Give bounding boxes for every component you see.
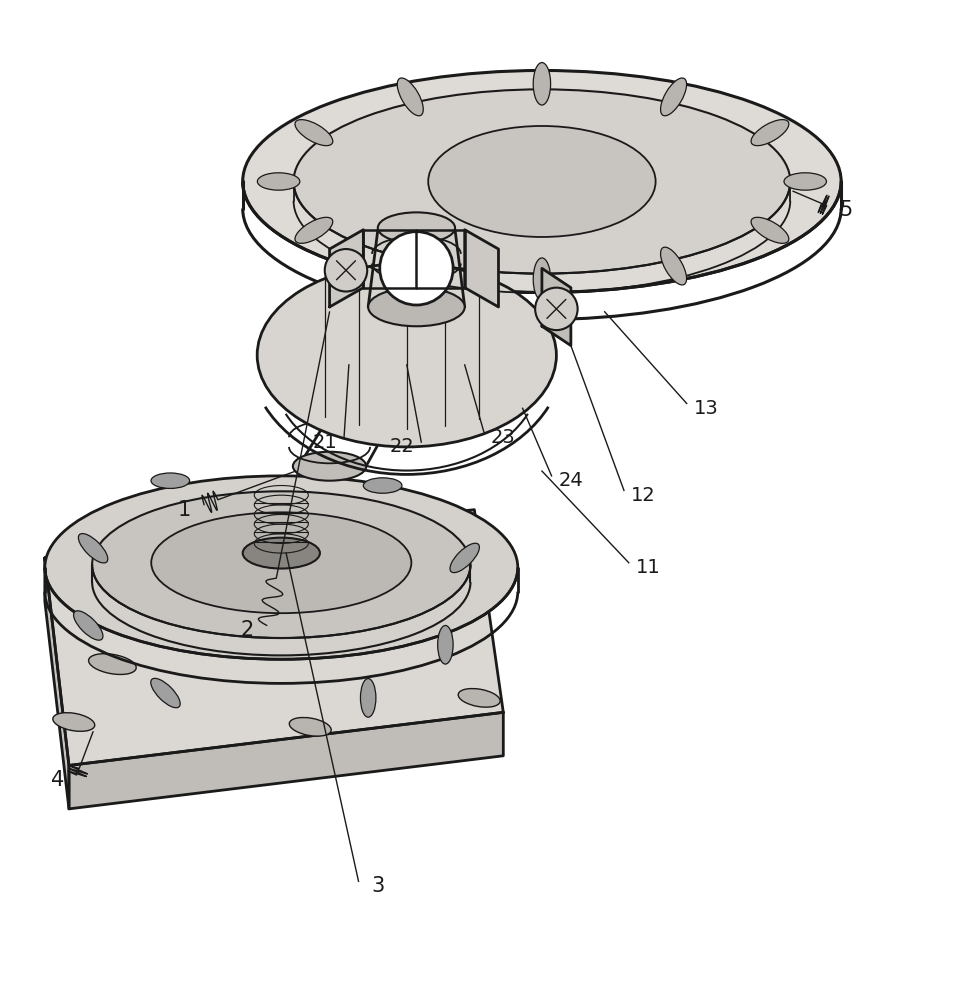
Ellipse shape: [533, 63, 551, 105]
Circle shape: [535, 288, 578, 330]
Ellipse shape: [151, 512, 411, 613]
Ellipse shape: [257, 173, 300, 190]
Polygon shape: [45, 510, 503, 765]
Ellipse shape: [243, 538, 319, 569]
Ellipse shape: [368, 288, 465, 326]
Ellipse shape: [170, 509, 218, 530]
Circle shape: [324, 249, 367, 292]
Ellipse shape: [360, 679, 376, 717]
Polygon shape: [45, 558, 69, 809]
Ellipse shape: [419, 607, 462, 625]
Ellipse shape: [344, 368, 417, 397]
Polygon shape: [542, 268, 571, 346]
Ellipse shape: [428, 126, 655, 237]
Ellipse shape: [70, 557, 117, 578]
Polygon shape: [329, 230, 363, 307]
Ellipse shape: [78, 534, 107, 563]
Text: 21: 21: [313, 433, 337, 452]
Ellipse shape: [438, 625, 453, 664]
Ellipse shape: [151, 473, 190, 488]
Circle shape: [379, 232, 453, 305]
Ellipse shape: [289, 718, 331, 736]
Ellipse shape: [257, 264, 557, 447]
Ellipse shape: [354, 509, 402, 530]
Text: 4: 4: [50, 770, 64, 790]
Polygon shape: [465, 230, 499, 307]
Ellipse shape: [92, 491, 470, 638]
Text: 13: 13: [694, 399, 718, 418]
Text: 3: 3: [371, 876, 384, 896]
Text: 23: 23: [491, 428, 516, 447]
Polygon shape: [69, 712, 503, 809]
Text: 11: 11: [636, 558, 660, 577]
Text: 2: 2: [241, 620, 255, 640]
Ellipse shape: [363, 478, 402, 493]
Ellipse shape: [53, 713, 95, 731]
Ellipse shape: [295, 217, 333, 243]
Text: 22: 22: [389, 437, 414, 456]
Ellipse shape: [243, 70, 841, 292]
Text: 1: 1: [178, 500, 192, 520]
Ellipse shape: [293, 89, 790, 274]
Ellipse shape: [151, 678, 180, 708]
Ellipse shape: [293, 452, 366, 481]
Ellipse shape: [397, 247, 423, 285]
Ellipse shape: [784, 173, 827, 190]
Ellipse shape: [751, 120, 789, 146]
Text: 12: 12: [631, 486, 655, 505]
Ellipse shape: [295, 120, 333, 146]
Ellipse shape: [751, 217, 789, 243]
Ellipse shape: [660, 78, 686, 116]
Text: 24: 24: [559, 471, 584, 490]
Ellipse shape: [450, 543, 479, 573]
Ellipse shape: [397, 78, 423, 116]
Ellipse shape: [74, 611, 103, 640]
Ellipse shape: [533, 258, 551, 300]
Ellipse shape: [378, 212, 455, 243]
Ellipse shape: [45, 476, 518, 659]
Ellipse shape: [458, 689, 500, 707]
Text: 5: 5: [839, 200, 853, 220]
Ellipse shape: [88, 654, 136, 674]
Ellipse shape: [660, 247, 686, 285]
